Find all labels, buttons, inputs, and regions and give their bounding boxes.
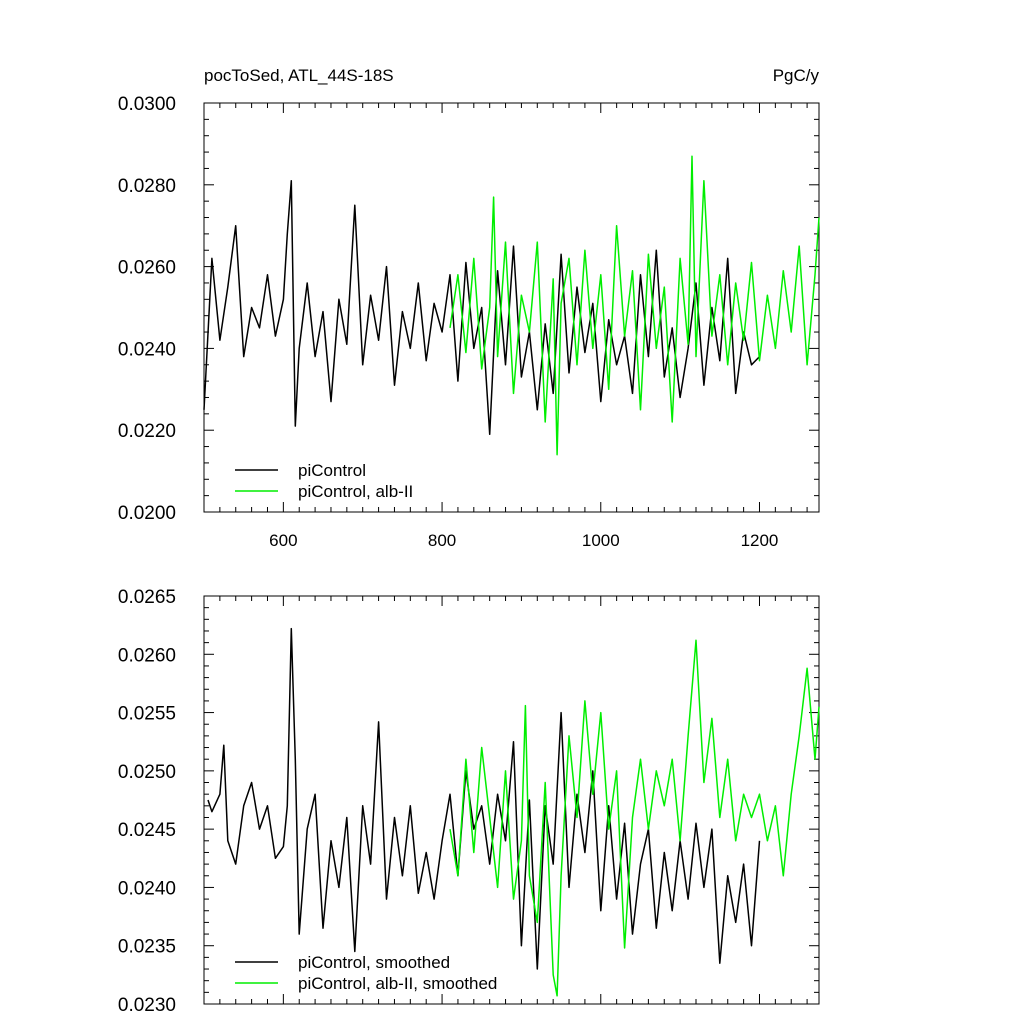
- x-tick-label: 1200: [741, 531, 779, 550]
- figure-units-title: PgC/y: [773, 66, 820, 85]
- series-line-picontrol-alb-ii-smoothed: [449, 639, 820, 997]
- plot-frame: [203, 102, 820, 513]
- x-tick-label: 1000: [582, 531, 620, 550]
- legend-label: piControl, smoothed: [298, 953, 450, 972]
- legend-label: piControl: [298, 461, 366, 480]
- y-tick-label: 0.0265: [118, 587, 176, 608]
- y-tick-label: 0.0245: [118, 820, 176, 841]
- legend-label: piControl, alb-II: [298, 482, 413, 501]
- y-tick-label: 0.0260: [118, 645, 176, 666]
- y-tick-label: 0.0260: [118, 258, 176, 279]
- bottom-panel: 0.0230 0.0235 0.0240 0.0245 0.0250 0.0255 0.02…: [118, 587, 820, 1016]
- y-tick-label: 0.0255: [118, 704, 176, 725]
- y-tick-label: 0.0200: [118, 503, 176, 524]
- y-tick-label: 0.0240: [118, 339, 176, 360]
- x-tick-label: 800: [428, 531, 456, 550]
- y-tick-label: 0.0280: [118, 176, 176, 197]
- series-line-picontrol-alb-ii: [449, 155, 820, 456]
- y-tick-label: 0.0250: [118, 762, 176, 783]
- x-tick-label: 600: [269, 531, 297, 550]
- y-tick-label: 0.0240: [118, 878, 176, 899]
- plot-frame: [203, 595, 820, 1005]
- series-line-picontrol: [203, 179, 761, 436]
- y-tick-label: 0.0220: [118, 421, 176, 442]
- figure-left-title: pocToSed, ATL_44S-18S: [204, 66, 394, 85]
- legend-label: piControl, alb-II, smoothed: [298, 974, 497, 993]
- y-tick-label: 0.0300: [118, 94, 176, 115]
- y-tick-label: 0.0235: [118, 937, 176, 958]
- y-tick-label: 0.0230: [118, 995, 176, 1016]
- top-panel: 600 800 1000 1200 0.0200 0.0220 0.0240 0.0260 0.…: [118, 94, 820, 550]
